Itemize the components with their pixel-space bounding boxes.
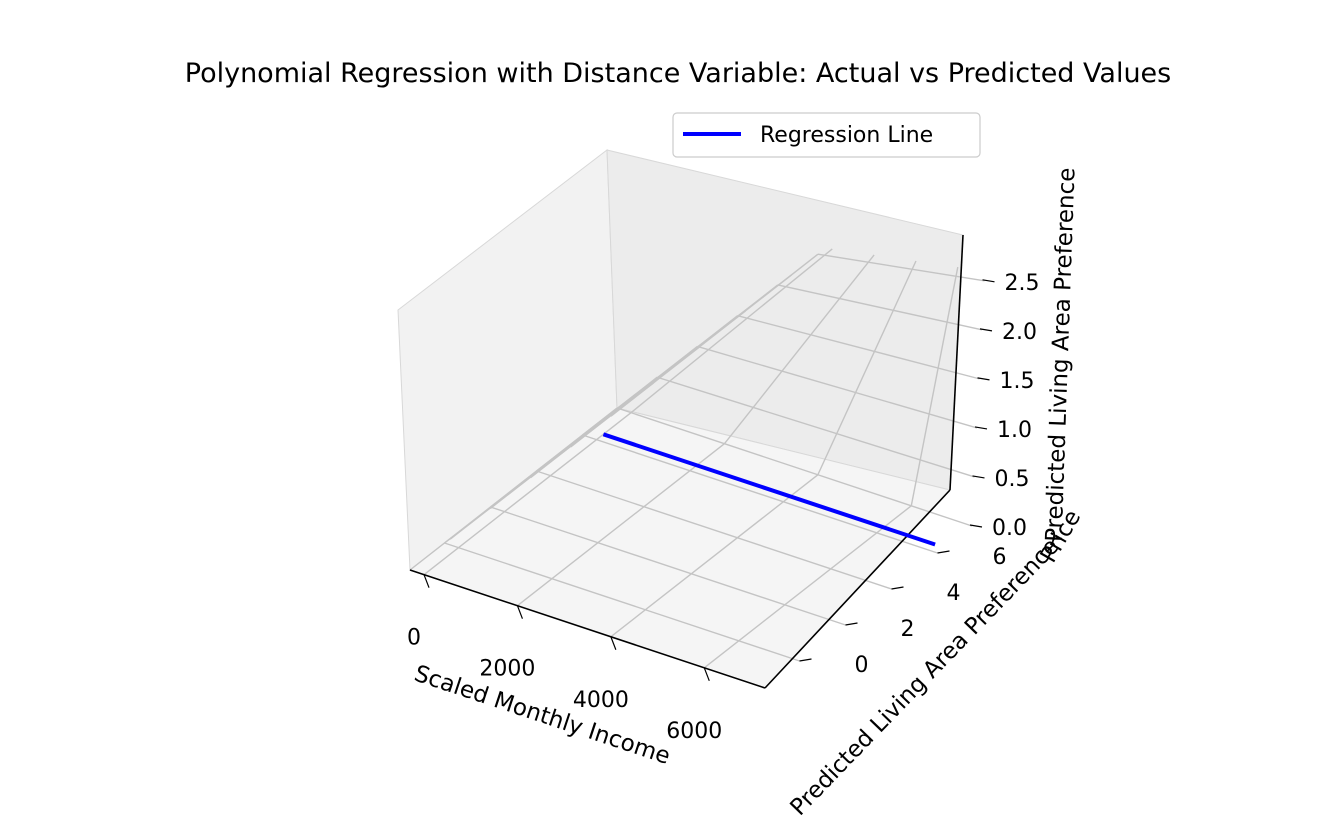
y-axis-line	[764, 489, 951, 689]
x-tick-label: 4000	[573, 688, 629, 713]
z-gridline	[656, 376, 975, 478]
z-tick-label: 1.5	[1000, 369, 1035, 394]
x-tick	[423, 574, 430, 588]
y-tick-label: 4	[947, 581, 961, 606]
z-gridline	[697, 345, 978, 429]
x-gridline	[910, 266, 959, 506]
z-tick	[977, 377, 990, 381]
y-gridline	[490, 506, 846, 626]
z-tick-label: 0.0	[992, 516, 1027, 541]
x-gridline	[723, 254, 875, 445]
z-tick-label: 0.5	[995, 467, 1030, 492]
legend-entry: Regression Line	[760, 123, 933, 148]
y-gridline	[582, 434, 938, 554]
z-gridline	[610, 253, 819, 417]
y-tick-label: 2	[901, 617, 915, 642]
y-tick	[937, 550, 950, 554]
y-tick-label: 0	[855, 653, 869, 678]
z-tick	[974, 426, 988, 430]
y-tick-label: 6	[993, 545, 1007, 570]
x-tick	[610, 636, 617, 650]
z-tick	[982, 279, 995, 283]
x-tick	[703, 667, 710, 682]
z-tick-label: 2.5	[1005, 271, 1040, 296]
z-tick	[979, 328, 993, 332]
z-tick-label: 1.0	[997, 418, 1032, 443]
grid-lines	[409, 248, 985, 669]
series-line-regression	[602, 432, 936, 547]
z-gridline	[616, 407, 973, 527]
chart-title: Polynomial Regression with Distance Vari…	[185, 58, 1172, 89]
z-tick	[969, 524, 983, 528]
z-gridline	[817, 253, 985, 282]
y-tick	[891, 586, 904, 590]
z-axis-line	[949, 234, 964, 491]
y-tick	[845, 622, 858, 626]
legend: Regression Line	[672, 112, 981, 158]
x-tick-label: 0	[407, 626, 421, 651]
x-gridline	[630, 248, 833, 414]
z-tick-label: 2.0	[1002, 320, 1037, 345]
x-gridline	[817, 260, 917, 476]
series-layer	[602, 432, 936, 547]
x-tick-label: 6000	[666, 719, 722, 744]
y-gridline	[536, 470, 892, 590]
y-tick	[799, 658, 812, 662]
x-axis-line	[409, 569, 766, 689]
z-gridline	[737, 315, 980, 380]
tick-marks	[423, 279, 995, 682]
x-tick-label: 2000	[479, 657, 535, 682]
y-gridline	[444, 542, 800, 662]
x-tick	[516, 605, 523, 619]
z-gridline	[777, 284, 983, 331]
tick-labels: 0 2000 4000 6000 0 2 4 6 0.0 0.5 1.0 1.5 2.0 2.5	[407, 271, 1039, 744]
legend-box	[672, 112, 981, 158]
z-tick	[972, 475, 985, 479]
